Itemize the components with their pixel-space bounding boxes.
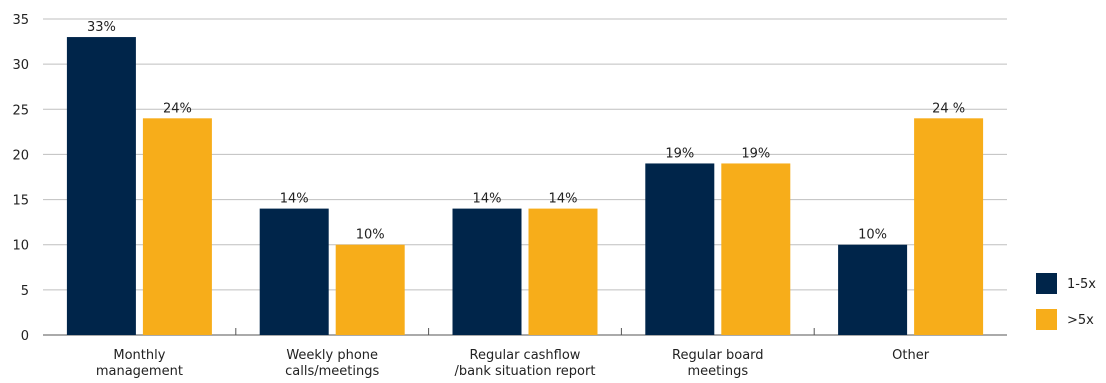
legend-swatch: [1036, 309, 1057, 330]
data-label: 24 %: [932, 101, 965, 116]
bar: [838, 244, 908, 335]
data-label: 14%: [549, 192, 578, 207]
bar: [914, 118, 984, 335]
bar: [259, 208, 329, 335]
category-label-line: Regular cashflow: [470, 348, 581, 363]
category-label-line: /bank situation report: [455, 364, 596, 379]
y-tick-label: 30: [12, 58, 29, 73]
bar: [645, 163, 715, 335]
data-label: 33%: [87, 20, 116, 35]
y-tick-label: 35: [12, 13, 29, 28]
category-label: Regular board meetings: [672, 348, 764, 379]
legend: 1-5x >5x: [1036, 273, 1096, 330]
labels: 33% 24% Monthly management 14% 10% Weekly phon…: [87, 20, 965, 379]
bars: [66, 37, 984, 336]
data-label: 19%: [665, 146, 694, 161]
category-label: Monthly management: [96, 348, 183, 379]
bar: [335, 244, 405, 335]
bar: [66, 37, 136, 336]
bar: [528, 208, 598, 335]
category-label: Regular cashflow/bank situation report: [455, 348, 596, 379]
data-label: 24%: [163, 101, 192, 116]
data-label: 10%: [858, 228, 887, 243]
category-label-line: Other: [892, 348, 930, 363]
y-tick-label: 10: [12, 239, 29, 254]
data-label: 14%: [473, 192, 502, 207]
category-label-line: Weekly phone: [286, 348, 378, 363]
category-label-line: Regular board: [672, 348, 764, 363]
data-label: 14%: [280, 192, 309, 207]
bar: [142, 118, 212, 335]
data-label: 19%: [741, 146, 770, 161]
category-label: Weekly phone calls/meetings: [285, 348, 379, 379]
y-tick-label: 0: [21, 329, 29, 344]
legend-swatch: [1036, 273, 1057, 294]
category-label-line: management: [96, 364, 183, 379]
legend-label: >5x: [1067, 313, 1094, 328]
category-label: Other: [892, 348, 930, 363]
y-tick-label: 25: [12, 103, 29, 118]
y-tick-label: 15: [12, 194, 29, 209]
legend-label: 1-5x: [1067, 277, 1096, 292]
category-label-line: calls/meetings: [285, 364, 379, 379]
axes: 0 5 10 15 20 25 30 35: [12, 13, 1007, 344]
y-tick-label: 5: [21, 284, 29, 299]
category-label-line: meetings: [687, 364, 748, 379]
y-tick-label: 20: [12, 148, 29, 163]
category-label-line: Monthly: [113, 348, 165, 363]
bar: [721, 163, 791, 335]
data-label: 10%: [356, 228, 385, 243]
bar: [452, 208, 522, 335]
